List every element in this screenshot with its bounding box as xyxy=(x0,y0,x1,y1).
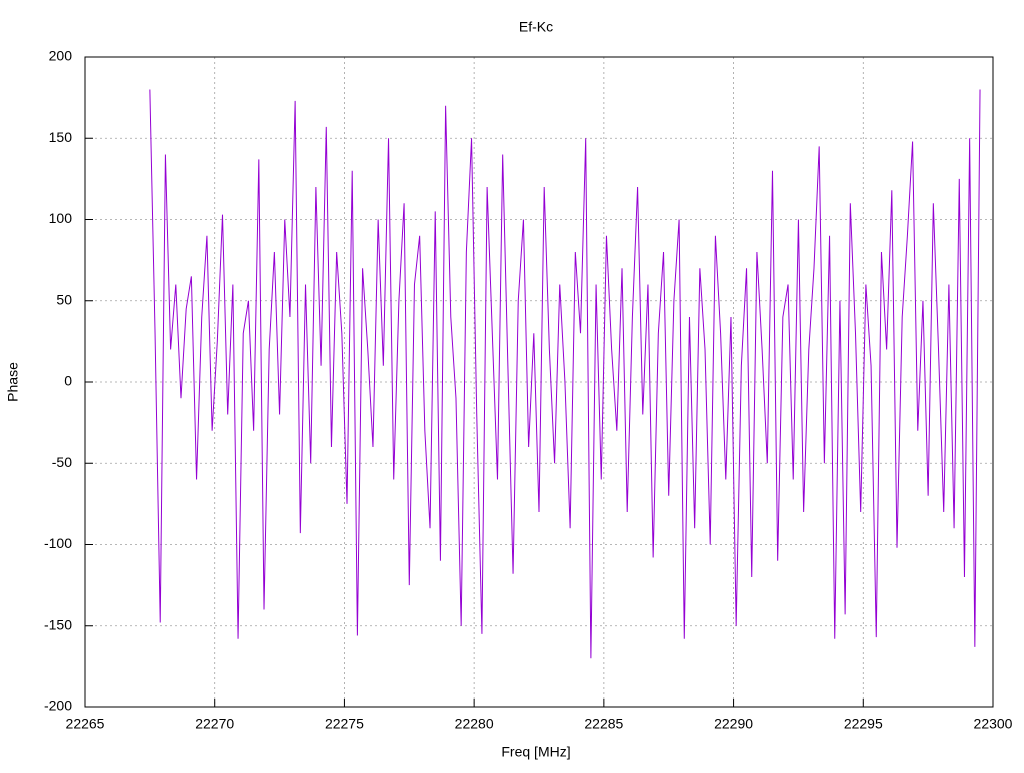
y-axis-label: Phase xyxy=(5,362,21,402)
x-tick-label: 22280 xyxy=(455,716,494,732)
y-tick-label: 0 xyxy=(64,373,72,389)
x-axis-label: Freq [MHz] xyxy=(501,744,570,760)
y-tick-label: 100 xyxy=(49,210,73,226)
x-tick-label: 22275 xyxy=(325,716,364,732)
x-tick-label: 22265 xyxy=(66,716,105,732)
x-tick-label: 22295 xyxy=(844,716,883,732)
y-tick-label: -150 xyxy=(44,616,72,632)
y-tick-label: -50 xyxy=(52,454,72,470)
x-tick-label: 22290 xyxy=(714,716,753,732)
chart-title: Ef-Kc xyxy=(519,19,553,35)
plot-border xyxy=(84,56,994,708)
data-line xyxy=(149,89,981,659)
y-tick-label: 50 xyxy=(56,291,72,307)
y-tick-label: 150 xyxy=(49,129,73,145)
x-tick-label: 22285 xyxy=(584,716,623,732)
y-tick-label: 200 xyxy=(49,48,73,64)
x-tick-label: 22300 xyxy=(974,716,1013,732)
y-tick-label: -200 xyxy=(44,698,72,714)
y-tick-label: -100 xyxy=(44,535,72,551)
x-tick-label: 22270 xyxy=(195,716,234,732)
